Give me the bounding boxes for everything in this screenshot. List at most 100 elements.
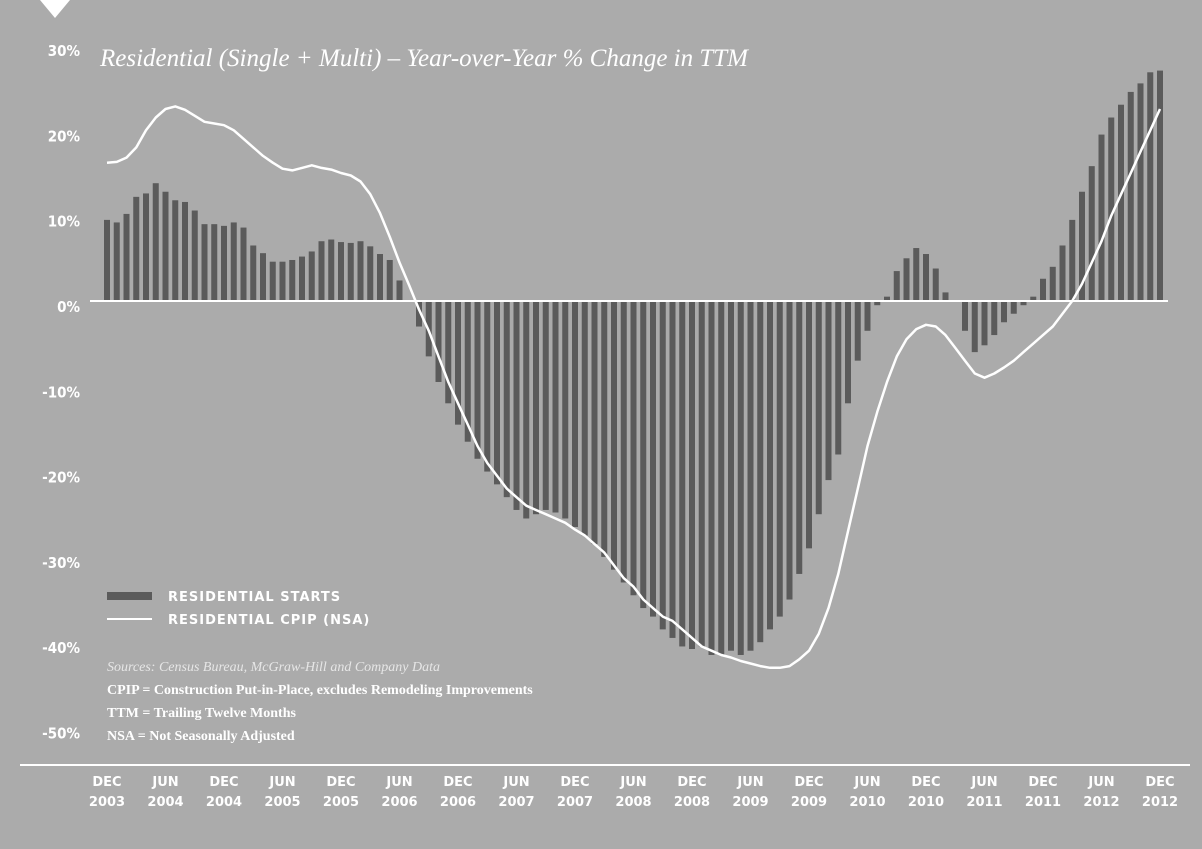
bar: [854, 300, 861, 361]
bar: [104, 219, 110, 301]
bar: [347, 242, 354, 301]
bar: [786, 300, 793, 600]
bar: [503, 300, 510, 498]
bar: [1079, 191, 1085, 301]
x-tick-label: JUN 2009: [732, 775, 769, 810]
line: [106, 105, 1162, 670]
bar: [679, 300, 686, 647]
x-tick-label: DEC 2003: [88, 775, 126, 810]
bar: [1088, 166, 1095, 301]
bar: [1108, 117, 1115, 301]
bar: [250, 245, 257, 301]
note: NSA = Not Seasonally Adjusted: [107, 729, 295, 744]
x-tick-label: JUN 2007: [498, 775, 535, 810]
bar: [698, 300, 705, 647]
bar: [464, 300, 471, 442]
bar: [776, 300, 783, 617]
bar: [864, 300, 871, 331]
bar: [874, 300, 881, 306]
bar: [640, 300, 647, 609]
bar: [767, 300, 773, 630]
bar: [377, 254, 383, 301]
bar: [533, 300, 539, 515]
bar: [747, 300, 754, 651]
bar: [201, 224, 208, 301]
bar: [289, 259, 296, 301]
bar: [299, 256, 305, 301]
bar: [620, 300, 627, 583]
bar: [338, 242, 344, 301]
bar: [1137, 83, 1144, 301]
bar: [221, 225, 227, 301]
x-tick-label: JUN 2004: [147, 775, 184, 810]
bar: [1001, 300, 1007, 323]
y-tick-label: 0%: [57, 298, 80, 316]
y-tick-label: -30%: [42, 554, 80, 572]
bar: [513, 300, 520, 510]
bar: [182, 201, 188, 301]
note: Sources: Census Bureau, McGraw-Hill and …: [107, 660, 440, 675]
bar: [932, 268, 939, 301]
bar: [923, 254, 929, 301]
bar: [269, 261, 276, 301]
x-tick-label: DEC 2005: [322, 775, 360, 810]
bar: [718, 300, 725, 655]
note: TTM = Trailing Twelve Months: [107, 706, 297, 721]
x-tick-label: JUN 2011: [966, 775, 1003, 810]
bar: [630, 300, 637, 596]
bar: [318, 241, 325, 301]
bar: [386, 259, 393, 301]
bar: [143, 193, 149, 301]
bar: [728, 300, 734, 651]
bar: [230, 222, 237, 301]
legend-label: RESIDENTIAL CPIP (NSA): [168, 613, 370, 628]
bar: [1157, 70, 1163, 301]
note: CPIP = Construction Put-in-Place, exclud…: [107, 683, 533, 698]
bar: [815, 300, 822, 515]
bar: [162, 191, 169, 301]
x-tick-label: DEC 2008: [673, 775, 711, 810]
bar: [1010, 300, 1017, 314]
bar: [757, 300, 764, 643]
bar: [1059, 245, 1066, 301]
bar: [991, 300, 998, 336]
bar: [1020, 300, 1027, 306]
x-tick-label: JUN 2006: [381, 775, 418, 810]
bar: [981, 300, 988, 346]
x-tick-label: DEC 2011: [1024, 775, 1062, 810]
x-tick-label: DEC 2009: [790, 775, 828, 810]
bar: [396, 280, 403, 301]
bar: [435, 300, 442, 382]
bar: [737, 300, 744, 655]
x-tick-label: JUN 2008: [615, 775, 652, 810]
bar: [1098, 134, 1105, 301]
bar: [308, 251, 315, 301]
bar: [494, 300, 500, 485]
bar: [1030, 296, 1037, 301]
bar: [133, 196, 140, 301]
y-tick-label: -40%: [42, 639, 80, 657]
bar: [1127, 91, 1134, 301]
bar: [367, 246, 374, 301]
bar: [796, 300, 803, 574]
x-tick-label: DEC 2012: [1141, 775, 1179, 810]
bar: [971, 300, 978, 353]
bar: [328, 239, 335, 301]
bar: [484, 300, 491, 472]
bar: [611, 300, 617, 570]
bar: [650, 300, 656, 617]
bar: [572, 300, 578, 528]
bar: [884, 296, 890, 301]
bar: [708, 300, 715, 655]
bar: [1049, 266, 1056, 301]
bar: [1040, 278, 1046, 301]
bar: [893, 271, 900, 301]
bar: [260, 253, 266, 301]
y-tick-label: -10%: [42, 383, 80, 401]
x-tick-label: JUN 2010: [849, 775, 886, 810]
bar: [123, 213, 130, 301]
x-tick-label: JUN 2012: [1083, 775, 1120, 810]
x-tick-label: JUN 2005: [264, 775, 301, 810]
